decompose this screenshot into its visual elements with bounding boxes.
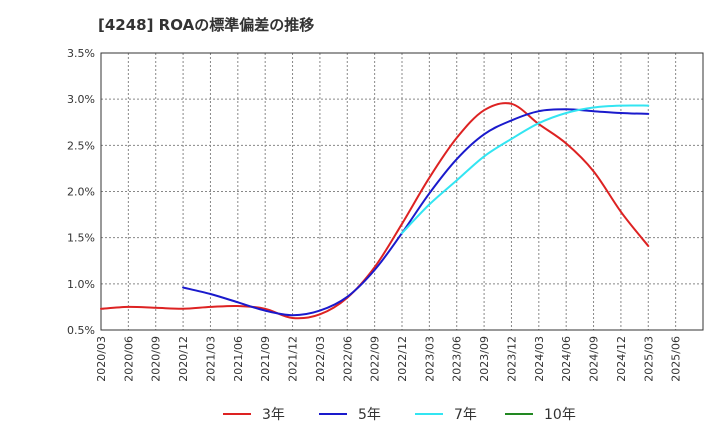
x-tick-label: 2023/06	[451, 336, 464, 382]
y-tick-label: 2.5%	[67, 139, 95, 152]
x-tick-label: 2022/09	[369, 336, 382, 382]
plot-border	[100, 52, 704, 331]
x-tick-label: 2020/12	[177, 336, 190, 382]
y-tick-label: 3.5%	[67, 47, 95, 60]
x-tick-label: 2023/03	[423, 336, 436, 382]
legend-label: 10年	[544, 407, 576, 423]
x-tick-label: 2023/09	[478, 336, 491, 382]
y-tick-labels: 0.5% 1.0% 1.5% 2.0% 2.5% 3.0% 3.5%	[67, 47, 95, 337]
x-tick-label: 2023/12	[505, 336, 518, 382]
legend-label: 3年	[262, 407, 285, 423]
series-line-7年	[401, 104, 650, 235]
x-tick-label: 2022/03	[314, 336, 327, 382]
x-tick-label: 2025/03	[642, 336, 655, 382]
chart-title: [4248] ROAの標準偏差の推移	[98, 16, 315, 34]
y-tick-label: 0.5%	[67, 324, 95, 337]
grid-layer	[100, 52, 704, 331]
x-tick-label: 2020/03	[95, 336, 108, 382]
x-tick-label: 2022/12	[396, 336, 409, 382]
x-tick-label: 2021/12	[287, 336, 300, 382]
x-tick-label: 2020/09	[150, 336, 163, 382]
x-tick-label: 2024/06	[560, 336, 573, 382]
y-tick-label: 1.5%	[67, 232, 95, 245]
x-tick-labels: 2020/03 2020/06 2020/09 2020/12 2021/03 2021/…	[95, 336, 683, 382]
x-tick-label: 2025/06	[670, 336, 683, 382]
x-tick-label: 2024/12	[615, 336, 628, 382]
legend-label: 5年	[358, 407, 381, 423]
series-line-5年	[182, 108, 650, 317]
y-tick-label: 1.0%	[67, 278, 95, 291]
x-tick-label: 2022/06	[341, 336, 354, 382]
x-tick-label: 2021/03	[204, 336, 217, 382]
x-tick-label: 2024/09	[588, 336, 601, 382]
series-layer	[100, 102, 650, 320]
x-tick-label: 2020/06	[122, 336, 135, 382]
y-tick-label: 3.0%	[67, 93, 95, 106]
legend: 3年 5年 7年 10年	[223, 407, 576, 423]
x-tick-label: 2021/06	[232, 336, 245, 382]
series-line-3年	[100, 102, 650, 320]
y-tick-label: 2.0%	[67, 186, 95, 199]
x-tick-label: 2024/03	[533, 336, 546, 382]
x-tick-label: 2021/09	[259, 336, 272, 382]
legend-label: 7年	[454, 407, 477, 423]
